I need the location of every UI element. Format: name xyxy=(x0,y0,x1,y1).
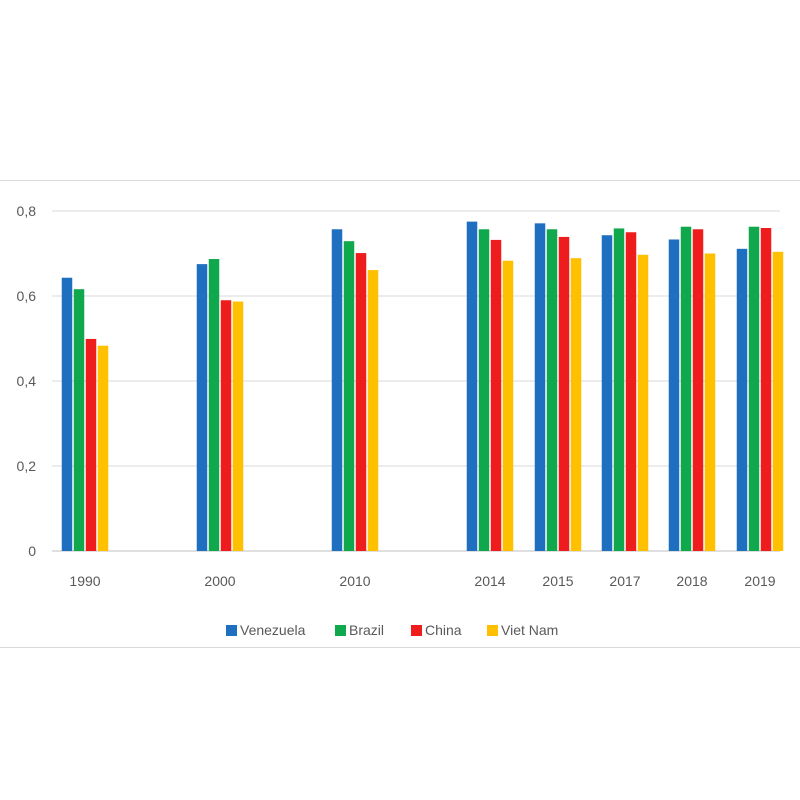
bar-china xyxy=(760,228,772,551)
y-tick-label: 0,6 xyxy=(17,288,37,304)
y-tick-label: 0 xyxy=(28,543,36,559)
bar-brazil xyxy=(613,228,625,552)
bar-viet-nam xyxy=(502,260,514,551)
x-tick-label: 2018 xyxy=(676,573,707,589)
chart-frame xyxy=(0,180,800,648)
y-tick-label: 0,4 xyxy=(17,373,37,389)
bar-brazil xyxy=(546,229,558,551)
bar-brazil xyxy=(748,226,760,551)
bar-china xyxy=(558,236,570,552)
bar-china xyxy=(355,253,367,551)
legend-swatch xyxy=(487,625,498,636)
legend-label: Brazil xyxy=(349,622,384,638)
bar-china xyxy=(692,229,704,551)
bar-venezuela xyxy=(61,277,73,551)
bar-viet-nam xyxy=(570,258,582,551)
legend-swatch xyxy=(411,625,422,636)
bar-venezuela xyxy=(601,235,613,551)
bar-brazil xyxy=(343,241,355,552)
bar-viet-nam xyxy=(637,254,649,551)
bar-brazil xyxy=(73,289,85,551)
bar-venezuela xyxy=(466,221,478,551)
bar-venezuela xyxy=(534,223,546,551)
y-tick-label: 0,8 xyxy=(17,203,37,219)
bar-china xyxy=(85,338,97,551)
bar-venezuela xyxy=(331,229,343,551)
legend-swatch xyxy=(226,625,237,636)
bar-venezuela xyxy=(196,264,208,551)
x-tick-label: 2010 xyxy=(339,573,370,589)
bar-viet-nam xyxy=(232,301,244,551)
bar-viet-nam xyxy=(772,251,784,552)
bar-china xyxy=(220,300,232,551)
bar-china xyxy=(490,239,502,551)
bar-venezuela xyxy=(736,248,748,551)
x-tick-label: 2014 xyxy=(474,573,505,589)
y-tick-label: 0,2 xyxy=(17,458,37,474)
bar-viet-nam xyxy=(704,253,716,551)
x-tick-label: 2015 xyxy=(542,573,573,589)
bar-viet-nam xyxy=(367,270,379,551)
legend-label: Viet Nam xyxy=(501,622,558,638)
legend-label: Venezuela xyxy=(240,622,306,638)
bar-viet-nam xyxy=(97,345,109,551)
x-tick-label: 2000 xyxy=(204,573,235,589)
x-tick-label: 1990 xyxy=(69,573,100,589)
bar-brazil xyxy=(478,229,490,551)
x-tick-label: 2017 xyxy=(609,573,640,589)
legend-swatch xyxy=(335,625,346,636)
x-tick-label: 2019 xyxy=(744,573,775,589)
bar-brazil xyxy=(208,259,220,551)
bar-venezuela xyxy=(668,239,680,551)
bar-brazil xyxy=(680,226,692,551)
bar-china xyxy=(625,232,637,551)
legend-label: China xyxy=(425,622,462,638)
